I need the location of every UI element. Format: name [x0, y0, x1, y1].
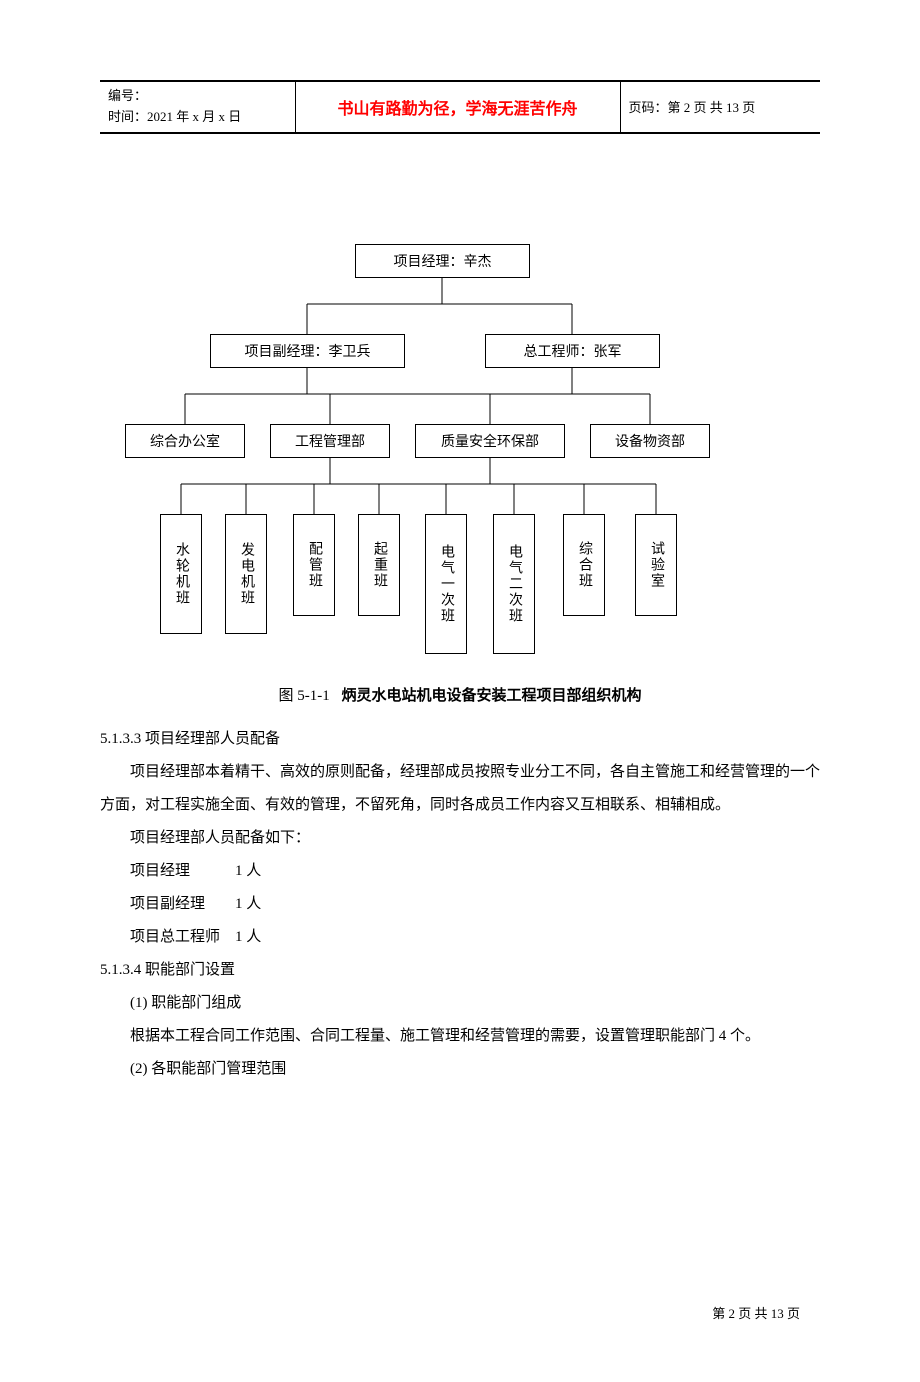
- staff-count: 1 人: [235, 921, 261, 954]
- paragraph-staff-list-intro: 项目经理部人员配备如下：: [100, 822, 820, 855]
- staff-role: 项目经理: [130, 855, 235, 888]
- org-node-dep2: 总工程师：张军: [485, 334, 660, 368]
- staff-role: 项目副经理: [130, 888, 235, 921]
- org-node-t5: 电气一次班: [425, 514, 467, 654]
- page-code: 页码：第 2 页 共 13 页: [629, 100, 756, 115]
- org-node-t1: 水轮机班: [160, 514, 202, 634]
- org-node-t4: 起重班: [358, 514, 400, 616]
- org-node-div2: 工程管理部: [270, 424, 390, 458]
- org-node-dep1: 项目副经理：李卫兵: [210, 334, 405, 368]
- org-node-t3: 配管班: [293, 514, 335, 616]
- section-heading-5-1-3-4: 5.1.3.4 职能部门设置: [100, 954, 820, 987]
- staff-count: 1 人: [235, 855, 261, 888]
- figure-number: 图 5-1-1: [278, 688, 329, 704]
- header-table: 编号： 时间：2021 年 x 月 x 日 书山有路勤为径，学海无涯苦作舟 页码…: [100, 80, 820, 134]
- org-node-t7: 综合班: [563, 514, 605, 616]
- staff-list: 项目经理1 人项目副经理1 人项目总工程师1 人: [100, 855, 820, 954]
- figure-title: 炳灵水电站机电设备安装工程项目部组织机构: [341, 688, 641, 704]
- header-left: 编号： 时间：2021 年 x 月 x 日: [100, 81, 295, 133]
- staff-row-0: 项目经理1 人: [100, 855, 820, 888]
- page-footer: 第 2 页 共 13 页: [712, 1303, 800, 1322]
- timestamp: 时间：2021 年 x 月 x 日: [108, 107, 287, 128]
- section-heading-5-1-3-3: 5.1.3.3 项目经理部人员配备: [100, 723, 820, 756]
- org-node-t6: 电气二次班: [493, 514, 535, 654]
- org-node-div3: 质量安全环保部: [415, 424, 565, 458]
- paragraph-staffing-intro: 项目经理部本着精干、高效的原则配备，经理部成员按照专业分工不同，各自主管施工和经…: [100, 756, 820, 822]
- motto-text: 书山有路勤为径，学海无涯苦作舟: [337, 101, 577, 118]
- header-page-cell: 页码：第 2 页 共 13 页: [620, 81, 820, 133]
- paragraph-dept-intro: 根据本工程合同工作范围、合同工程量、施工管理和经营管理的需要，设置管理职能部门 …: [100, 1020, 820, 1053]
- header-motto-cell: 书山有路勤为径，学海无涯苦作舟: [295, 81, 620, 133]
- org-node-div1: 综合办公室: [125, 424, 245, 458]
- staff-row-2: 项目总工程师1 人: [100, 921, 820, 954]
- staff-role: 项目总工程师: [130, 921, 235, 954]
- figure-caption: 图 5-1-1 炳灵水电站机电设备安装工程项目部组织机构: [100, 684, 820, 705]
- org-node-div4: 设备物资部: [590, 424, 710, 458]
- staff-count: 1 人: [235, 888, 261, 921]
- org-node-t8: 试验室: [635, 514, 677, 616]
- list-item-1: (1) 职能部门组成: [100, 987, 820, 1020]
- list-item-2: (2) 各职能部门管理范围: [100, 1053, 820, 1086]
- body-text: 5.1.3.3 项目经理部人员配备 项目经理部本着精干、高效的原则配备，经理部成…: [100, 723, 820, 1086]
- org-chart: 项目经理：辛杰项目副经理：李卫兵 总工程师：张军综合办公室工程管理部质量安全环保部…: [100, 244, 820, 664]
- org-node-t2: 发电机班: [225, 514, 267, 634]
- staff-row-1: 项目副经理1 人: [100, 888, 820, 921]
- org-node-root: 项目经理：辛杰: [355, 244, 530, 278]
- serial-number: 编号：: [108, 86, 287, 107]
